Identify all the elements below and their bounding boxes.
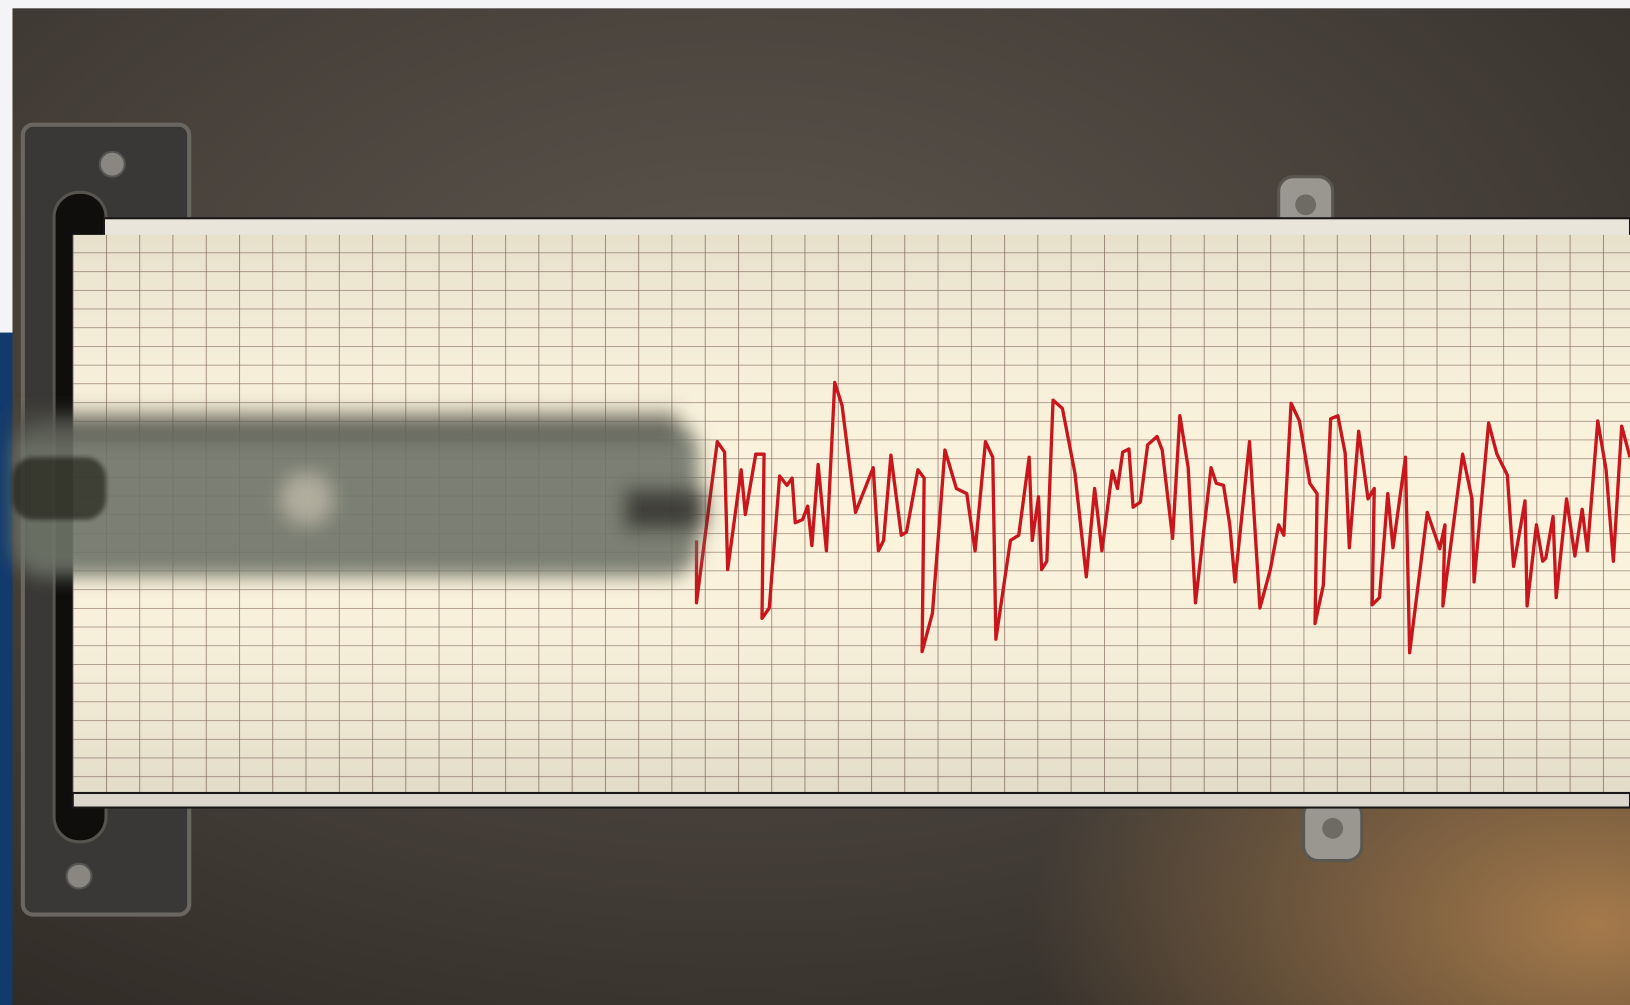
stylus-arm xyxy=(12,410,707,577)
arm-pivot xyxy=(12,457,107,520)
side-strip xyxy=(0,332,15,1005)
posts xyxy=(1277,175,1364,863)
seismic-trace xyxy=(694,380,1630,655)
